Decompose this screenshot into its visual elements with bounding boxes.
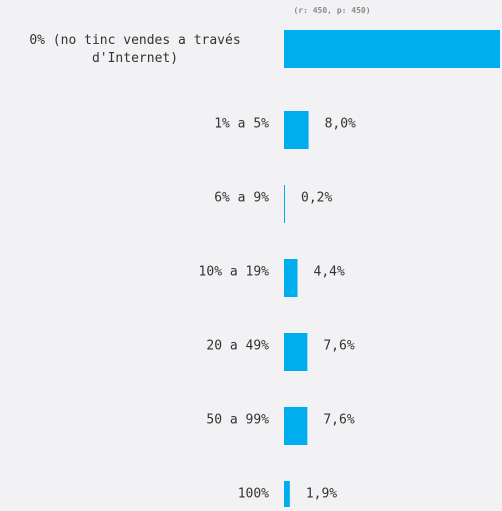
bar	[284, 333, 308, 371]
bar	[284, 111, 309, 149]
value-label: 1,9%	[306, 487, 337, 502]
category-label: 10% a 19%	[199, 265, 270, 280]
value-label: 7,6%	[323, 339, 354, 354]
category-label: 100%	[238, 487, 269, 502]
bar	[284, 185, 285, 223]
bar	[284, 259, 298, 297]
category-label: 50 a 99%	[206, 413, 269, 428]
bar	[284, 407, 308, 445]
value-label: 7,6%	[323, 413, 354, 428]
category-label: 0% (no tinc vendes a través d'Internet)	[29, 33, 240, 66]
category-label: 20 a 49%	[206, 339, 269, 354]
sample-size-note: (r: 450, p: 450)	[293, 6, 371, 15]
bar	[284, 30, 500, 68]
category-label: 1% a 5%	[214, 117, 269, 132]
value-label: 4,4%	[314, 265, 345, 280]
category-label: 6% a 9%	[214, 191, 269, 206]
value-label: 0,2%	[301, 191, 332, 206]
bar	[284, 481, 290, 511]
value-label: 8,0%	[325, 117, 356, 132]
